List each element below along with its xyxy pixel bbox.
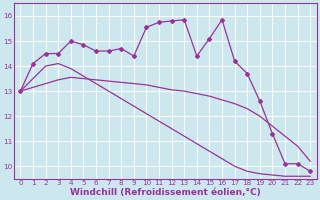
X-axis label: Windchill (Refroidissement éolien,°C): Windchill (Refroidissement éolien,°C) — [70, 188, 261, 197]
